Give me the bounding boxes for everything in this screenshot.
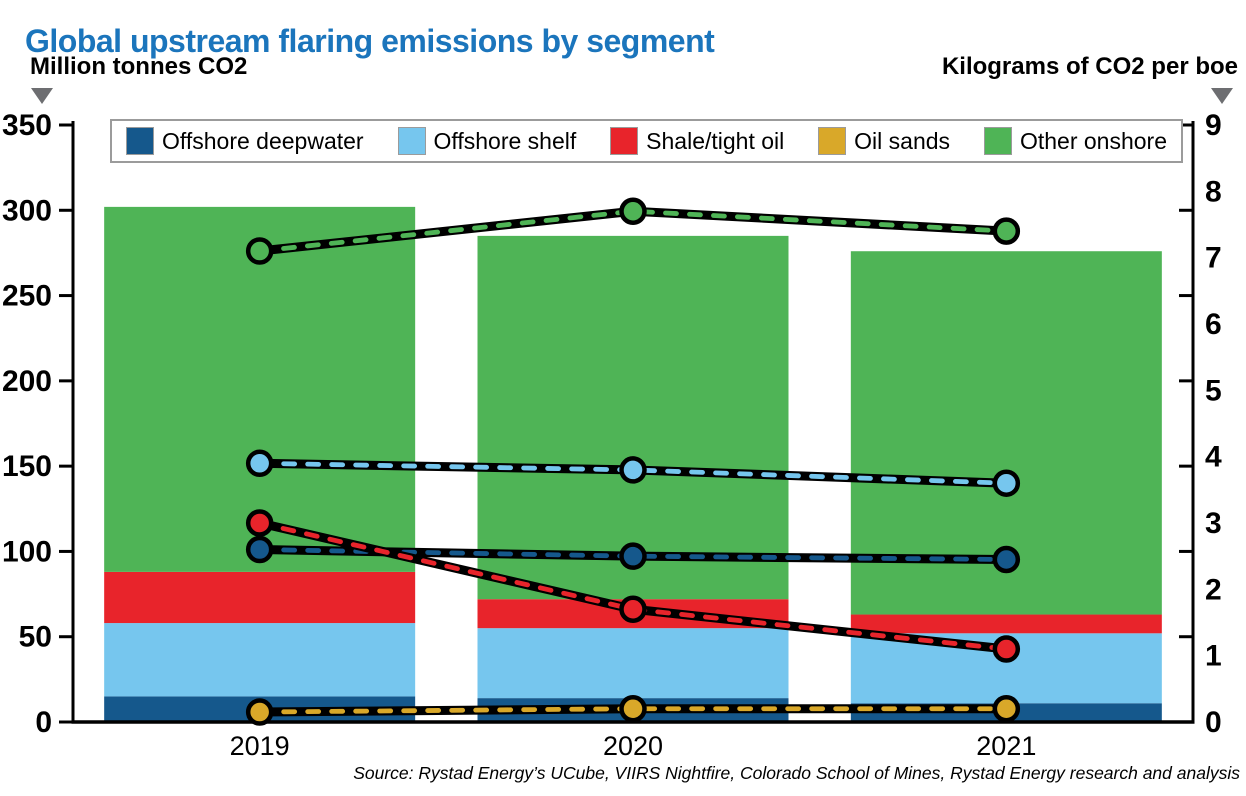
line-dash-other-onshore (257, 208, 1009, 254)
legend-item-other-onshore: Other onshore (983, 127, 1167, 155)
legend-swatch-offshore-shelf (397, 127, 426, 155)
bar-segment-shale-tight-oil-2019 (104, 571, 416, 624)
marker-oil-sands-2019 (245, 698, 274, 726)
legend-swatch-offshore-deepwater (126, 127, 154, 155)
right-axis-label-6: 6 (1205, 308, 1222, 341)
bar-segment-offshore-shelf-2019 (104, 623, 416, 697)
left-tick-label-100: 100 (2, 535, 52, 568)
left-tick-label-200: 200 (2, 365, 52, 398)
left-tick-label-150: 150 (2, 450, 52, 483)
marker-other-onshore-2020 (619, 197, 647, 225)
left-tick-label-300: 300 (2, 194, 52, 227)
legend-swatch-shale-tight-oil (610, 127, 639, 155)
right-axis-label-4: 4 (1205, 441, 1222, 474)
marker-oil-sands-2020 (619, 694, 647, 723)
legend-item-offshore-deepwater: Offshore deepwater (126, 127, 364, 155)
legend: Offshore deepwater Offshore shelf Shale/ti… (110, 119, 1183, 163)
marker-offshore-shelf-2021 (992, 469, 1021, 497)
left-tick-label-350: 350 (2, 109, 52, 142)
right-axis-label-0: 0 (1205, 706, 1222, 739)
marker-offshore-deepwater-2020 (619, 542, 647, 570)
marker-offshore-deepwater-2021 (992, 545, 1021, 574)
marker-shale-tight-oil-2021 (992, 635, 1021, 663)
legend-item-shale-tight-oil: Shale/tight oil (610, 127, 784, 155)
marker-offshore-shelf-2019 (245, 449, 274, 478)
marker-other-onshore-2021 (992, 217, 1021, 245)
marker-other-onshore-2019 (245, 237, 274, 265)
right-axis-label-9: 9 (1205, 109, 1222, 142)
right-axis-label-8: 8 (1205, 175, 1222, 208)
legend-item-oil-sands: Oil sands (818, 127, 950, 155)
x-axis-label-2021: 2021 (976, 731, 1036, 761)
legend-label: Oil sands (854, 127, 951, 154)
x-axis-label-2020: 2020 (603, 731, 663, 761)
right-axis-title: Kilograms of CO2 per boe (941, 53, 1238, 80)
legend-swatch-oil-sands (818, 127, 847, 155)
marker-shale-tight-oil-2019 (245, 509, 274, 537)
x-axis-label-2019: 2019 (230, 731, 290, 761)
marker-offshore-shelf-2020 (619, 456, 647, 484)
legend-label: Offshore deepwater (162, 127, 364, 154)
legend-label: Other onshore (1019, 127, 1167, 154)
marker-shale-tight-oil-2020 (619, 595, 647, 623)
right-axis-label-3: 3 (1205, 507, 1222, 540)
right-axis-label-1: 1 (1205, 640, 1222, 673)
bar-segment-shale-tight-oil-2021 (850, 614, 1162, 634)
chart-title: Global upstream flaring emissions by seg… (25, 23, 715, 60)
legend-label: Offshore shelf (433, 127, 577, 154)
right-axis-label-5: 5 (1205, 374, 1222, 407)
left-tick-label-250: 250 (2, 280, 52, 313)
bar-segment-other-onshore-2020 (477, 235, 789, 600)
source-note: Source: Rystad Energy’s UCube, VIIRS Nig… (353, 763, 1240, 783)
bar-segment-offshore-shelf-2020 (477, 628, 789, 699)
legend-label: Shale/tight oil (646, 127, 785, 154)
right-axis-label-7: 7 (1205, 242, 1222, 275)
legend-swatch-other-onshore (983, 127, 1012, 155)
left-axis-title: Million tonnes CO2 (30, 53, 248, 80)
right-axis-label-2: 2 (1205, 573, 1222, 606)
marker-oil-sands-2021 (992, 694, 1021, 723)
left-tick-label-50: 50 (19, 621, 52, 654)
left-tick-label-0: 0 (35, 706, 52, 739)
marker-offshore-deepwater-2019 (245, 535, 274, 564)
right-axis-arrow-icon (1211, 88, 1233, 104)
left-axis-arrow-icon (31, 88, 53, 104)
legend-item-offshore-shelf: Offshore shelf (397, 127, 577, 155)
